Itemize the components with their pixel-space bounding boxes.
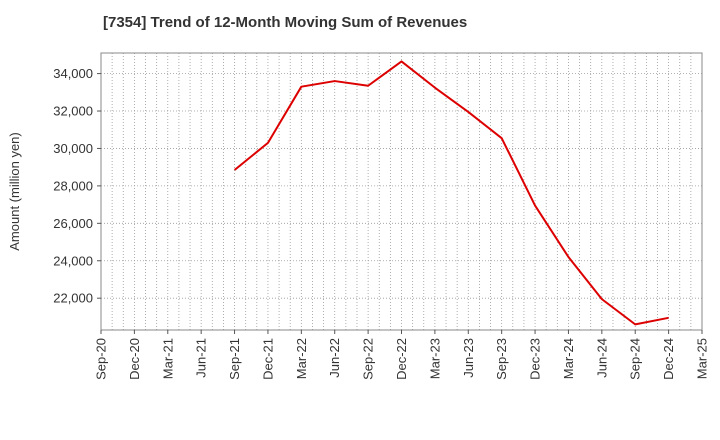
x-tick-label: Sep-22: [361, 338, 376, 380]
series-line: [233, 60, 669, 326]
x-tick-label: Dec-24: [661, 338, 676, 380]
y-axis-label: Amount (million yen): [7, 132, 22, 251]
y-tick-labels: 22,000 24,000 26,000 28,000 30,000 32,000 34,0…: [53, 66, 101, 306]
y-tick-label: 28,000: [53, 178, 93, 193]
x-tick-label: Dec-20: [127, 338, 142, 380]
y-tick-label: 30,000: [53, 141, 93, 156]
grid-layer: [101, 53, 702, 330]
y-tick-label: 34,000: [53, 66, 93, 81]
x-tick-label: Jun-22: [327, 338, 342, 378]
x-tick-label: Mar-25: [695, 338, 710, 379]
y-tick-label: 22,000: [53, 291, 93, 306]
x-tick-label: Sep-20: [94, 338, 109, 380]
y-tick-label: 26,000: [53, 216, 93, 231]
x-tick-label: Sep-21: [227, 338, 242, 380]
x-tick-label: Mar-23: [427, 338, 442, 379]
x-tick-label: Mar-24: [561, 338, 576, 379]
x-tick-label: Dec-23: [528, 338, 543, 380]
x-tick-label: Dec-21: [260, 338, 275, 380]
x-tick-label: Sep-24: [628, 338, 643, 380]
x-tick-labels: Sep-20 Dec-20 Mar-21 Jun-21 Sep-21 Dec-21 Mar-…: [94, 330, 710, 380]
x-tick-label: Jun-23: [461, 338, 476, 378]
series-layer: [233, 60, 669, 326]
x-tick-label: Sep-23: [494, 338, 509, 380]
x-tick-label: Jun-24: [594, 338, 609, 378]
x-tick-label: Mar-21: [160, 338, 175, 379]
x-tick-label: Mar-22: [294, 338, 309, 379]
x-tick-label: Dec-22: [394, 338, 409, 380]
y-tick-label: 24,000: [53, 253, 93, 268]
y-tick-label: 32,000: [53, 104, 93, 119]
chart-title: [7354] Trend of 12-Month Moving Sum of R…: [103, 14, 468, 31]
x-tick-label: Jun-21: [194, 338, 209, 378]
